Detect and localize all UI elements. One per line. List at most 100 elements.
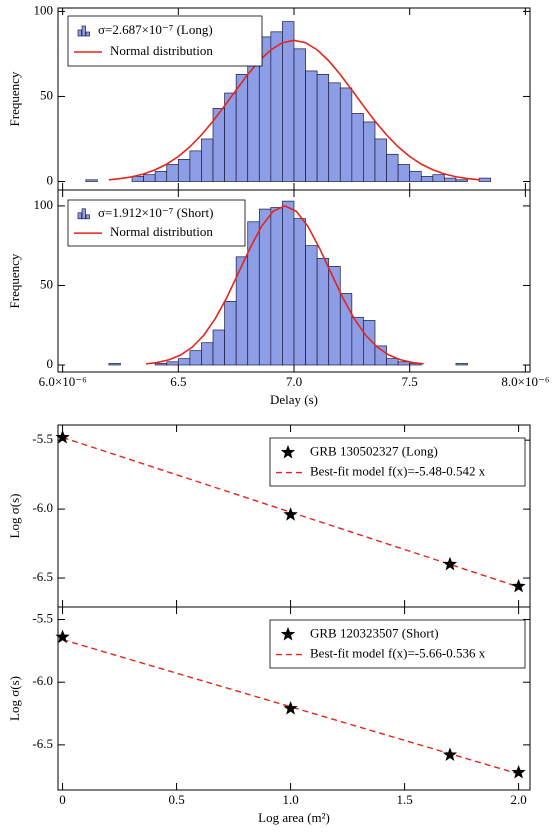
- histogram-bar: [247, 221, 260, 366]
- histogram-bar: [131, 176, 144, 182]
- histogram-bar: [316, 73, 330, 182]
- histogram-bar: [339, 87, 353, 182]
- x-tick-label: 1.0: [282, 792, 298, 807]
- histogram-bar: [305, 70, 318, 182]
- histogram-bar: [293, 218, 306, 366]
- normal-curve: [108, 39, 480, 181]
- histogram-bar: [189, 150, 202, 182]
- histogram-bar: [316, 258, 330, 366]
- y-tick-label: 50: [40, 87, 53, 102]
- histogram-bar: [374, 138, 387, 182]
- histogram-bar: [397, 164, 411, 182]
- star-point: [55, 429, 70, 444]
- x-axis-label: Log area (m²): [258, 810, 330, 825]
- histogram-bar: [224, 92, 237, 182]
- histogram-bar: [293, 48, 306, 182]
- legend-label: Best-fit model f(x)=-5.48-0.542 x: [310, 464, 486, 479]
- histogram-bar: [409, 170, 422, 182]
- legend-label: σ=1.912×10⁻⁷ (Short): [98, 205, 213, 220]
- histogram-bar: [363, 320, 376, 366]
- star-point: [283, 507, 298, 521]
- histogram-bar: [351, 113, 364, 182]
- histogram-bar: [166, 164, 179, 182]
- y-tick-label: 100: [34, 2, 54, 17]
- histogram-bar: [270, 31, 283, 182]
- star-point: [442, 747, 458, 761]
- x-tick-label: 6.5: [170, 374, 186, 389]
- y-tick-label: -5.5: [32, 431, 53, 446]
- histogram-bar: [420, 176, 434, 182]
- histogram-bar: [386, 358, 399, 366]
- histogram-bar: [432, 174, 445, 182]
- y-tick-label: 0: [47, 172, 54, 187]
- star-point: [511, 764, 526, 779]
- legend-star: [280, 626, 296, 641]
- legend-star: [280, 444, 296, 459]
- plot-frame: [57, 606, 531, 791]
- legend-box: [269, 437, 526, 487]
- histogram-bar: [444, 177, 457, 182]
- legend-box: [67, 15, 263, 67]
- histogram-bar: [201, 138, 214, 182]
- histogram-bar: [270, 207, 283, 366]
- histogram-bar: [189, 350, 202, 366]
- histogram-bar: [143, 174, 156, 182]
- x-tick-label: 8.0×10⁻⁶: [501, 374, 549, 389]
- x-axis-label: Delay (s): [270, 392, 318, 407]
- y-tick-label: -6.0: [32, 673, 53, 688]
- histogram-bar: [201, 342, 214, 366]
- x-tick-label: 2.0: [510, 792, 526, 807]
- histogram-bar: [455, 179, 468, 182]
- y-tick-label: -5.5: [32, 611, 53, 626]
- y-tick-label: 50: [40, 276, 53, 291]
- histogram-bar: [154, 170, 168, 182]
- legend-swatch: [85, 214, 90, 220]
- y-axis-label: Frequency: [7, 253, 22, 308]
- legend-label: GRB 130502327 (Long): [310, 443, 438, 458]
- star-point: [55, 629, 70, 644]
- y-tick-label: 0: [47, 356, 54, 371]
- legend-swatch: [77, 212, 82, 220]
- legend-label: Best-fit model f(x)=-5.66-0.536 x: [310, 646, 486, 661]
- histogram-bar: [177, 358, 191, 366]
- legend-label: GRB 120323507 (Short): [310, 625, 439, 640]
- star-point: [511, 578, 526, 593]
- histogram-bar: [235, 73, 249, 182]
- legend-box: [67, 199, 246, 247]
- histogram-bar: [363, 121, 376, 182]
- x-tick-label: 1.5: [396, 792, 412, 807]
- y-tick-label: -6.0: [32, 500, 53, 515]
- y-axis-label: Log σ(s): [7, 676, 22, 721]
- star-point: [442, 556, 458, 571]
- legend-swatch: [81, 208, 86, 220]
- y-tick-label: -6.5: [32, 736, 53, 751]
- normal-curve: [145, 205, 424, 365]
- histogram-bar: [478, 177, 492, 182]
- y-axis-label: Log σ(s): [7, 494, 22, 539]
- histogram-bar: [166, 361, 179, 366]
- histogram-bar: [85, 179, 98, 182]
- histogram-bar: [224, 301, 237, 366]
- y-tick-label: 100: [34, 197, 54, 212]
- x-tick-label: 6.0×10⁻⁶: [39, 374, 87, 389]
- x-tick-label: 7.5: [402, 374, 418, 389]
- star-point: [283, 701, 298, 715]
- x-tick-label: 0.5: [168, 792, 184, 807]
- histogram-bar: [154, 363, 168, 366]
- histogram-bar: [282, 200, 295, 366]
- histogram-bar: [177, 159, 191, 182]
- y-tick-label: -6.5: [32, 569, 53, 584]
- histogram-bar: [108, 363, 121, 366]
- histogram-bar: [282, 21, 295, 182]
- histogram-bar: [455, 363, 468, 366]
- histogram-bar: [212, 329, 225, 366]
- histogram-bar: [247, 58, 260, 182]
- legend-label: σ=2.687×10⁻⁷ (Long): [98, 22, 213, 37]
- legend-swatch: [77, 29, 82, 37]
- legend-label: Normal distribution: [110, 224, 213, 239]
- legend-swatch: [81, 25, 86, 37]
- legend-swatch: [85, 31, 90, 37]
- histogram-bar: [328, 82, 341, 182]
- legend-label: Normal distribution: [110, 43, 213, 58]
